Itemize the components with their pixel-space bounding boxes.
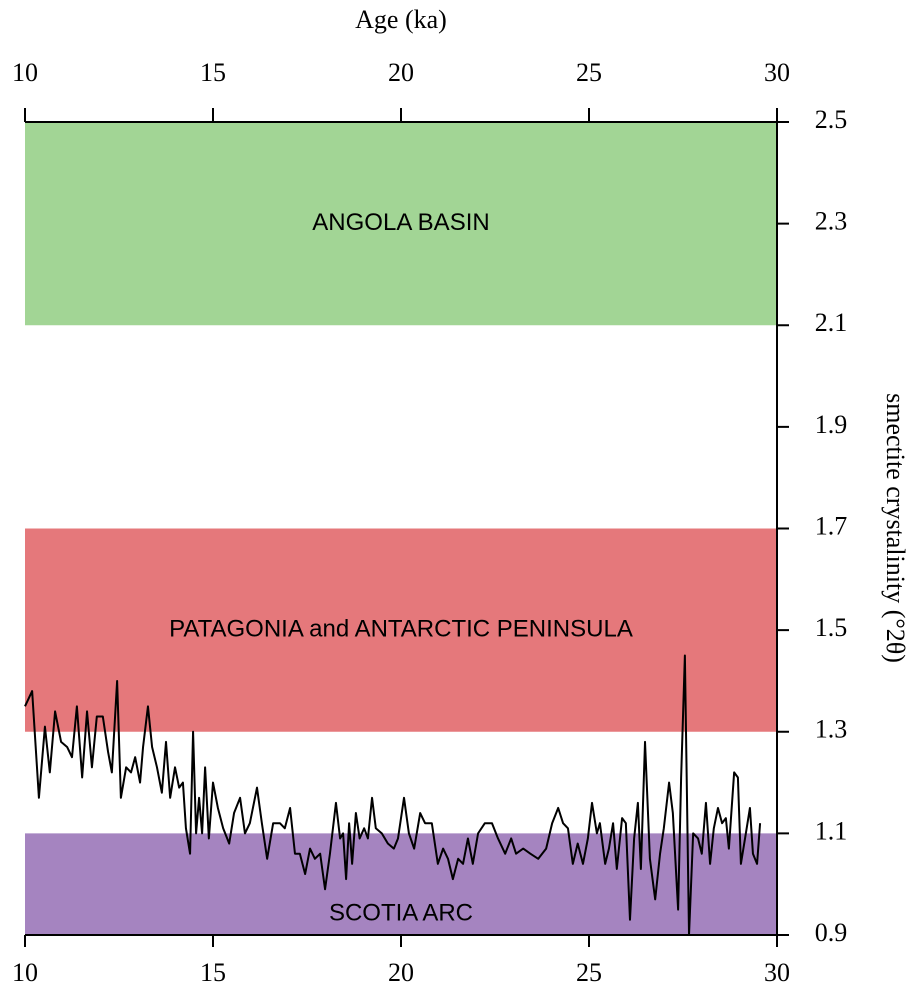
y-tick-label: 2.1 [815, 308, 848, 337]
x-tick-label-top: 10 [12, 58, 38, 87]
x-tick-label-bottom: 20 [388, 958, 414, 987]
x-tick-label-top: 25 [576, 58, 602, 87]
y-tick-label: 0.9 [815, 918, 848, 947]
x-tick-label-bottom: 25 [576, 958, 602, 987]
x-axis-title: Age (ka) [355, 5, 447, 34]
band-label: PATAGONIA and ANTARCTIC PENINSULA [169, 615, 633, 642]
x-tick-label-top: 15 [200, 58, 226, 87]
y-axis-title: smectite crystalinity (°2θ) [881, 393, 910, 663]
y-tick-label: 2.3 [815, 207, 848, 236]
band-label: ANGOLA BASIN [312, 209, 489, 236]
region-band [25, 122, 777, 326]
y-tick-label: 1.5 [815, 613, 848, 642]
y-tick-label: 1.7 [815, 511, 848, 540]
x-tick-label-bottom: 30 [764, 958, 790, 987]
y-tick-label: 2.5 [815, 105, 848, 134]
x-tick-label-bottom: 15 [200, 958, 226, 987]
region-band [25, 528, 777, 732]
x-tick-label-top: 30 [764, 58, 790, 87]
band-label: SCOTIA ARC [329, 900, 473, 927]
y-tick-label: 1.1 [815, 816, 848, 845]
x-tick-label-bottom: 10 [12, 958, 38, 987]
data-line [24, 654, 762, 936]
x-tick-label-top: 20 [388, 58, 414, 87]
y-tick-label: 1.3 [815, 715, 848, 744]
y-tick-label: 1.9 [815, 410, 848, 439]
region-band [25, 833, 777, 935]
